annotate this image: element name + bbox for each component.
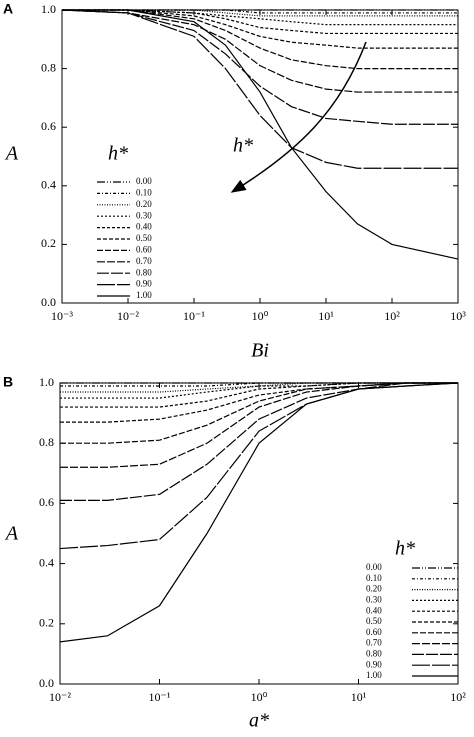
legend-label: 0.60 — [136, 244, 152, 254]
y-tick-label: 0.4 — [41, 178, 56, 192]
series-line — [59, 382, 459, 550]
legend-label: 0.10 — [366, 573, 382, 583]
x-tick-label: 10⁻² — [117, 309, 139, 323]
y-tick-label: 1.0 — [41, 2, 56, 16]
y-tick-label: 0.2 — [41, 236, 56, 250]
series-line — [62, 9, 458, 17]
y-tick-label: 0.4 — [39, 555, 54, 569]
x-tick-label: 10¹ — [351, 690, 367, 704]
legend-label: 0.40 — [136, 222, 152, 232]
legend-label: 0.20 — [136, 199, 152, 209]
series-line — [61, 9, 458, 125]
y-tick-label: 0.0 — [39, 676, 54, 690]
y-tick-label: 1.0 — [39, 375, 54, 389]
legend-label: 0.70 — [366, 638, 382, 648]
y-tick-label: 0.0 — [41, 295, 56, 309]
series-line — [60, 382, 458, 468]
y-tick-label: 0.2 — [39, 616, 54, 630]
series-line — [62, 9, 458, 70]
legend-label: 0.30 — [366, 594, 382, 604]
x-tick-label: 10³ — [450, 309, 466, 323]
legend-label: 0.80 — [136, 267, 152, 277]
series-line — [59, 382, 459, 643]
panel-label: A — [3, 1, 13, 17]
panel-label: B — [3, 374, 13, 390]
x-tick-label: 10⁰ — [251, 690, 268, 704]
legend-label: 0.50 — [136, 233, 152, 243]
legend-label: 0.10 — [136, 187, 152, 197]
series-line — [60, 382, 458, 399]
x-tick-label: 10¹ — [318, 309, 334, 323]
series-line — [60, 382, 458, 444]
y-axis-label: A — [4, 143, 19, 165]
series-line — [62, 9, 458, 26]
legend-label: 1.00 — [366, 670, 382, 680]
arrow — [230, 41, 367, 193]
x-tick-label: 10⁰ — [252, 309, 269, 323]
legend-label: 0.50 — [366, 616, 382, 626]
y-axis-label: A — [4, 523, 19, 545]
series-line — [61, 9, 458, 169]
legend-label: 1.00 — [136, 290, 152, 300]
series-line — [62, 9, 458, 14]
legend-label: 0.90 — [136, 279, 152, 289]
x-tick-label: 10⁻³ — [51, 309, 73, 323]
annotation: h* — [233, 135, 253, 157]
x-axis-label: Bi — [251, 340, 269, 362]
legend-label: 0.00 — [136, 176, 152, 186]
legend-label: 0.00 — [366, 562, 382, 572]
legend-label: 0.30 — [136, 210, 152, 220]
legend-title: h* — [395, 538, 415, 560]
legend-label: 0.40 — [366, 605, 382, 615]
y-tick-label: 0.8 — [39, 435, 54, 449]
legend-label: 0.20 — [366, 584, 382, 594]
x-tick-label: 10⁻¹ — [183, 309, 205, 323]
series-line — [62, 9, 458, 35]
y-tick-label: 0.6 — [41, 119, 56, 133]
legend-title: h* — [108, 143, 128, 165]
series-line — [60, 382, 458, 501]
x-tick-label: 10⁻² — [49, 690, 71, 704]
x-tick-label: 10² — [384, 309, 400, 323]
series-line — [62, 9, 458, 49]
legend-label: 0.90 — [366, 659, 382, 669]
x-axis-label: a* — [249, 710, 269, 732]
legend-label: 0.60 — [366, 627, 382, 637]
series-line — [61, 9, 458, 93]
x-tick-label: 10⁻¹ — [149, 690, 171, 704]
legend-label: 0.80 — [366, 648, 382, 658]
y-tick-label: 0.8 — [41, 60, 56, 74]
series-line — [62, 9, 459, 260]
y-tick-label: 0.6 — [39, 495, 54, 509]
x-tick-label: 10² — [450, 690, 466, 704]
series-line — [60, 382, 458, 408]
plot-frame — [59, 382, 459, 685]
legend-label: 0.70 — [136, 256, 152, 266]
